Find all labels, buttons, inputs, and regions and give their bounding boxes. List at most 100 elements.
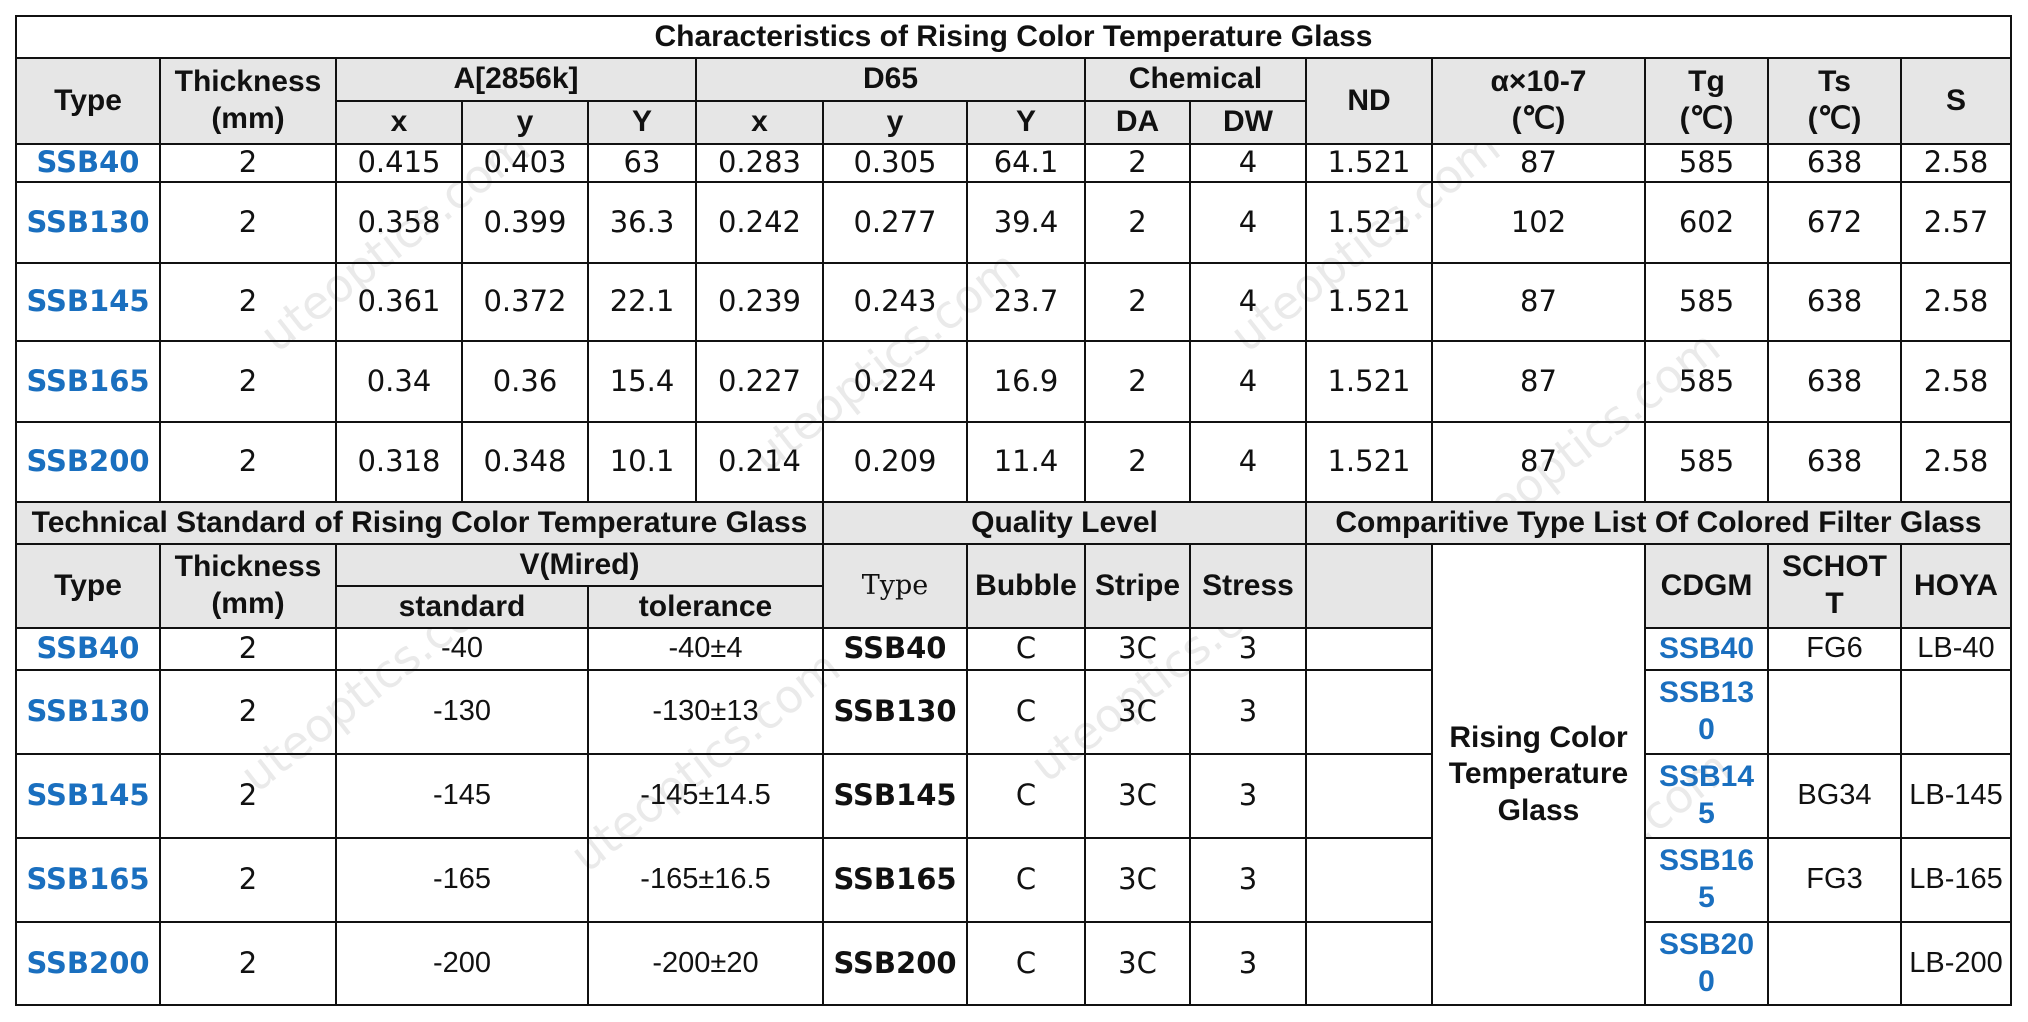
- cell-tg: 585: [1644, 262, 1769, 342]
- subheader-dx: x: [695, 100, 824, 145]
- cell-thickness: 2: [159, 340, 337, 423]
- cell-aY: 63: [587, 143, 697, 183]
- cell-s: 2.58: [1900, 421, 2012, 503]
- cell-dY: 39.4: [966, 181, 1086, 264]
- cell-dx: 0.227: [695, 340, 824, 423]
- header-alpha: α×10-7 (℃): [1431, 57, 1646, 145]
- quality-stripe-cell: 3C: [1084, 753, 1191, 839]
- type-cell: SSB165: [15, 340, 161, 423]
- subheader-aY: Y: [587, 100, 697, 145]
- cell-thickness: 2: [159, 143, 337, 183]
- quality-bubble-cell: C: [966, 837, 1086, 923]
- tech-thickness-cell: 2: [159, 627, 337, 671]
- tech-thickness-cell: 2: [159, 669, 337, 755]
- subheader-dw: DW: [1189, 100, 1307, 145]
- header-a2856k: A[2856k]: [335, 57, 697, 102]
- cell-ts: 638: [1767, 421, 1902, 503]
- cell-dy: 0.305: [822, 143, 968, 183]
- cell-ax: 0.415: [335, 143, 463, 183]
- tech-type-cell: SSB40: [15, 627, 161, 671]
- comparative-cdgm-cell: SSB40: [1644, 627, 1769, 671]
- comparative-header-hoya: HOYA: [1900, 543, 2012, 629]
- cell-ax: 0.34: [335, 340, 463, 423]
- cell-ax: 0.358: [335, 181, 463, 264]
- type-cell: SSB130: [15, 181, 161, 264]
- cell-ts: 672: [1767, 181, 1902, 264]
- header-chemical: Chemical: [1084, 57, 1307, 102]
- cell-dy: 0.243: [822, 262, 968, 342]
- cell-da: 2: [1084, 181, 1191, 264]
- quality-type-cell: SSB145: [822, 753, 968, 839]
- quality-header-type: Type: [822, 543, 968, 629]
- quality-stripe-cell: 3C: [1084, 921, 1191, 1006]
- cell-aY: 36.3: [587, 181, 697, 264]
- cell-nd: 1.521: [1305, 181, 1433, 264]
- header-ts: Ts (℃): [1767, 57, 1902, 145]
- tech-type-cell: SSB145: [15, 753, 161, 839]
- cell-ay: 0.399: [461, 181, 589, 264]
- comparative-header-cdgm: CDGM: [1644, 543, 1769, 629]
- quality-title: Quality Level: [822, 501, 1307, 545]
- tech-standard-cell: -145: [335, 753, 589, 839]
- cell-dY: 16.9: [966, 340, 1086, 423]
- tech-tolerance-cell: -200±20: [587, 921, 824, 1006]
- quality-stripe-cell: 3C: [1084, 669, 1191, 755]
- subheader-ay: y: [461, 100, 589, 145]
- cell-nd: 1.521: [1305, 143, 1433, 183]
- cell-dx: 0.239: [695, 262, 824, 342]
- comparative-category: Rising Color Temperature Glass: [1431, 543, 1646, 1006]
- tech-tolerance-cell: -40±4: [587, 627, 824, 671]
- tech-type-cell: SSB200: [15, 921, 161, 1006]
- cell-alpha: 87: [1431, 421, 1646, 503]
- quality-header-bubble: Bubble: [966, 543, 1086, 629]
- cell-dw: 4: [1189, 421, 1307, 503]
- cell-dY: 64.1: [966, 143, 1086, 183]
- cell-tg: 585: [1644, 143, 1769, 183]
- cell-alpha: 87: [1431, 340, 1646, 423]
- tech-tolerance-cell: -130±13: [587, 669, 824, 755]
- quality-type-cell: SSB130: [822, 669, 968, 755]
- tech-type-cell: SSB165: [15, 837, 161, 923]
- cell-da: 2: [1084, 340, 1191, 423]
- header-thickness: Thickness (mm): [159, 57, 337, 145]
- tech-thickness-cell: 2: [159, 837, 337, 923]
- cell-ay: 0.36: [461, 340, 589, 423]
- cell-alpha: 102: [1431, 181, 1646, 264]
- tech-header-standard: standard: [335, 585, 589, 629]
- cell-tg: 585: [1644, 340, 1769, 423]
- quality-type-cell: SSB40: [822, 627, 968, 671]
- comparative-hoya-cell: LB-200: [1900, 921, 2012, 1006]
- quality-stress-cell: 3: [1189, 753, 1307, 839]
- characteristics-title: Characteristics of Rising Color Temperat…: [15, 15, 2012, 59]
- type-cell: SSB200: [15, 421, 161, 503]
- cell-dw: 4: [1189, 181, 1307, 264]
- comparative-title: Comparitive Type List Of Colored Filter …: [1305, 501, 2012, 545]
- comparative-schott-cell: [1767, 669, 1902, 755]
- cell-dY: 11.4: [966, 421, 1086, 503]
- cell-dw: 4: [1189, 143, 1307, 183]
- tech-header-tolerance: tolerance: [587, 585, 824, 629]
- tech-tolerance-cell: -165±16.5: [587, 837, 824, 923]
- quality-stripe-cell: 3C: [1084, 837, 1191, 923]
- cell-dY: 23.7: [966, 262, 1086, 342]
- comparative-schott-cell: BG34: [1767, 753, 1902, 839]
- cell-ay: 0.372: [461, 262, 589, 342]
- header-tg: Tg (℃): [1644, 57, 1769, 145]
- tech-standard-cell: -40: [335, 627, 589, 671]
- comparative-schott-cell: FG3: [1767, 837, 1902, 923]
- comparative-header-schott: SCHOTT: [1767, 543, 1902, 629]
- cell-alpha: 87: [1431, 143, 1646, 183]
- cell-dy: 0.277: [822, 181, 968, 264]
- cell-dx: 0.214: [695, 421, 824, 503]
- comparative-hoya-cell: LB-165: [1900, 837, 2012, 923]
- cell-aY: 22.1: [587, 262, 697, 342]
- comparative-blank-cell: [1305, 669, 1433, 755]
- comparative-blank-cell: [1305, 627, 1433, 671]
- tech-thickness-cell: 2: [159, 921, 337, 1006]
- cell-thickness: 2: [159, 262, 337, 342]
- cell-tg: 602: [1644, 181, 1769, 264]
- cell-aY: 10.1: [587, 421, 697, 503]
- quality-bubble-cell: C: [966, 669, 1086, 755]
- quality-type-cell: SSB165: [822, 837, 968, 923]
